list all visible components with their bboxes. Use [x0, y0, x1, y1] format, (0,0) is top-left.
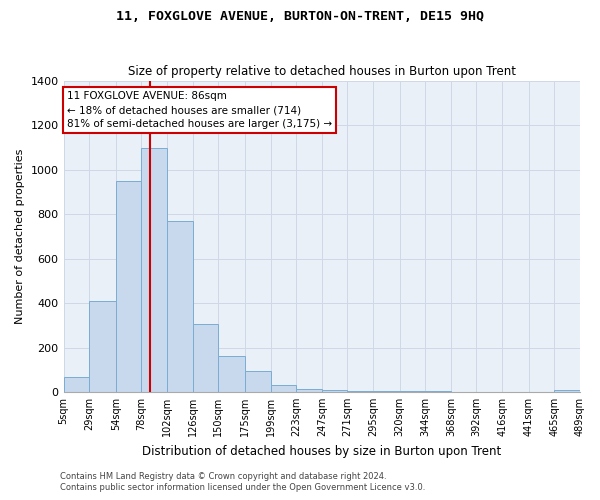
- Bar: [554, 390, 580, 392]
- Bar: [142, 148, 167, 392]
- X-axis label: Distribution of detached houses by size in Burton upon Trent: Distribution of detached houses by size …: [142, 444, 502, 458]
- Bar: [116, 181, 142, 392]
- Y-axis label: Number of detached properties: Number of detached properties: [15, 149, 25, 324]
- Title: Size of property relative to detached houses in Burton upon Trent: Size of property relative to detached ho…: [128, 66, 516, 78]
- Text: 11, FOXGLOVE AVENUE, BURTON-ON-TRENT, DE15 9HQ: 11, FOXGLOVE AVENUE, BURTON-ON-TRENT, DE…: [116, 10, 484, 23]
- Bar: [322, 390, 347, 392]
- Bar: [271, 386, 296, 392]
- Bar: [218, 356, 245, 392]
- Bar: [373, 391, 400, 392]
- Bar: [64, 378, 89, 392]
- Bar: [347, 391, 373, 392]
- Bar: [167, 221, 193, 392]
- Bar: [296, 389, 322, 392]
- Text: 11 FOXGLOVE AVENUE: 86sqm
← 18% of detached houses are smaller (714)
81% of semi: 11 FOXGLOVE AVENUE: 86sqm ← 18% of detac…: [67, 91, 332, 129]
- Text: Contains HM Land Registry data © Crown copyright and database right 2024.
Contai: Contains HM Land Registry data © Crown c…: [60, 472, 425, 492]
- Bar: [193, 324, 218, 392]
- Bar: [245, 371, 271, 392]
- Bar: [89, 301, 116, 392]
